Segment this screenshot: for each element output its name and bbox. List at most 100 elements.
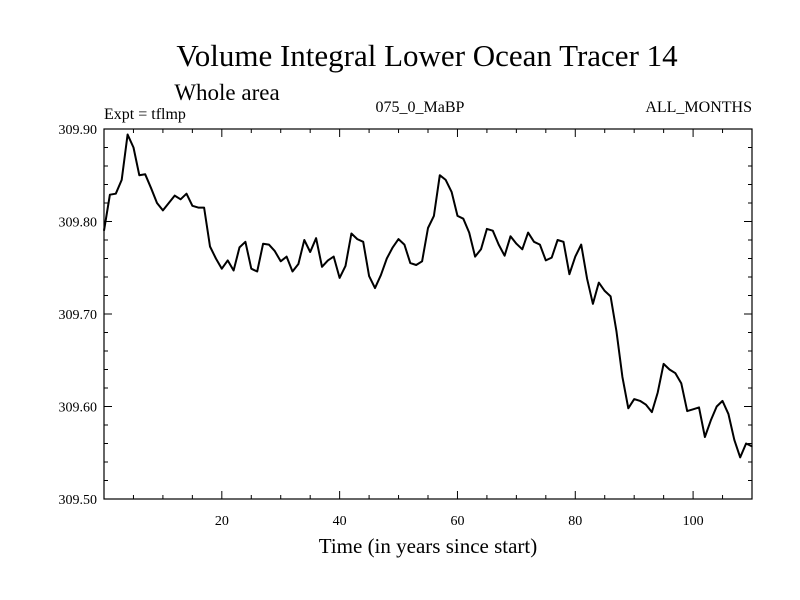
data-point bbox=[498, 244, 500, 246]
data-point bbox=[727, 413, 730, 415]
data-point bbox=[274, 250, 276, 252]
data-point bbox=[421, 260, 423, 262]
data-point bbox=[515, 243, 517, 245]
data-point bbox=[462, 218, 464, 220]
data-point bbox=[156, 202, 158, 204]
data-point bbox=[397, 238, 400, 240]
data-point bbox=[645, 404, 647, 406]
data-point bbox=[380, 274, 382, 276]
x-tick-label: 100 bbox=[683, 514, 704, 529]
series-layer bbox=[103, 133, 753, 459]
data-point bbox=[710, 419, 712, 421]
data-point bbox=[350, 232, 353, 235]
y-tick-label: 309.70 bbox=[59, 308, 98, 323]
series-line bbox=[103, 133, 753, 459]
data-point bbox=[191, 205, 193, 207]
chart-title: Volume Integral Lower Ocean Tracer 14 bbox=[176, 38, 678, 73]
data-point bbox=[503, 255, 506, 257]
y-tick-label: 309.50 bbox=[59, 493, 98, 508]
data-point bbox=[356, 238, 358, 240]
data-point bbox=[280, 260, 282, 262]
x-tick-label: 20 bbox=[215, 514, 229, 529]
data-point bbox=[233, 269, 235, 272]
data-point bbox=[244, 241, 246, 243]
data-point bbox=[716, 405, 718, 408]
data-point bbox=[321, 266, 323, 268]
data-point bbox=[262, 243, 264, 245]
y-tick-label: 309.60 bbox=[59, 401, 98, 416]
data-point bbox=[250, 268, 252, 270]
y-tick-label: 309.90 bbox=[59, 123, 98, 138]
data-point bbox=[162, 209, 164, 211]
data-point bbox=[121, 179, 123, 181]
data-point bbox=[586, 278, 588, 280]
data-point bbox=[203, 207, 205, 209]
months-label: ALL_MONTHS bbox=[645, 99, 752, 116]
data-point bbox=[545, 259, 547, 261]
data-point bbox=[533, 241, 535, 243]
data-point bbox=[468, 232, 470, 234]
data-point bbox=[686, 410, 688, 412]
data-point bbox=[368, 275, 370, 277]
data-point bbox=[610, 295, 612, 298]
data-point bbox=[286, 256, 288, 258]
data-point bbox=[132, 146, 135, 149]
y-tick-label: 309.80 bbox=[59, 216, 98, 231]
data-point bbox=[615, 330, 618, 333]
data-point bbox=[185, 193, 188, 195]
data-point bbox=[568, 273, 570, 275]
data-point bbox=[227, 259, 229, 261]
data-point bbox=[633, 398, 635, 400]
data-point bbox=[592, 303, 594, 305]
data-point bbox=[403, 244, 406, 246]
plot-frame bbox=[103, 128, 753, 500]
data-point bbox=[751, 445, 753, 447]
data-point bbox=[168, 202, 170, 204]
data-point bbox=[109, 194, 111, 196]
data-point bbox=[445, 179, 447, 181]
data-point bbox=[174, 195, 176, 197]
x-tick-label: 40 bbox=[333, 514, 347, 529]
data-point bbox=[574, 256, 576, 258]
data-point bbox=[651, 411, 653, 413]
experiment-label: Expt = tflmp bbox=[104, 106, 186, 123]
data-point bbox=[297, 263, 299, 265]
data-point bbox=[551, 256, 553, 259]
data-point bbox=[439, 174, 441, 176]
data-point bbox=[268, 244, 270, 246]
data-point bbox=[521, 248, 523, 250]
x-axis: 20 40 60 80 100 bbox=[132, 129, 724, 529]
data-point bbox=[126, 133, 129, 136]
data-point bbox=[291, 270, 294, 273]
y-axis: 309.50 309.60 309.70 309.80 309.90 bbox=[59, 123, 752, 508]
data-point bbox=[433, 215, 435, 217]
data-point bbox=[409, 262, 411, 264]
data-point bbox=[692, 408, 694, 410]
data-point bbox=[474, 256, 476, 258]
data-point bbox=[580, 244, 582, 246]
data-point bbox=[138, 174, 140, 176]
data-point bbox=[480, 248, 482, 250]
data-point bbox=[557, 239, 559, 241]
data-point bbox=[509, 235, 512, 237]
data-point bbox=[215, 257, 217, 260]
data-point bbox=[668, 368, 671, 371]
data-point bbox=[621, 376, 624, 378]
data-point bbox=[386, 257, 388, 260]
data-point bbox=[562, 241, 565, 243]
data-point bbox=[197, 207, 199, 209]
data-point bbox=[256, 270, 258, 273]
data-point bbox=[392, 246, 394, 248]
data-point bbox=[486, 228, 488, 230]
data-point bbox=[209, 245, 211, 248]
data-point bbox=[415, 264, 417, 266]
data-point bbox=[362, 241, 364, 243]
data-point bbox=[639, 400, 641, 402]
data-point bbox=[327, 259, 329, 261]
data-point bbox=[539, 244, 541, 246]
data-point bbox=[698, 406, 700, 409]
data-point bbox=[221, 268, 223, 270]
data-point bbox=[456, 215, 459, 217]
data-point bbox=[303, 239, 305, 241]
data-point bbox=[315, 237, 317, 239]
